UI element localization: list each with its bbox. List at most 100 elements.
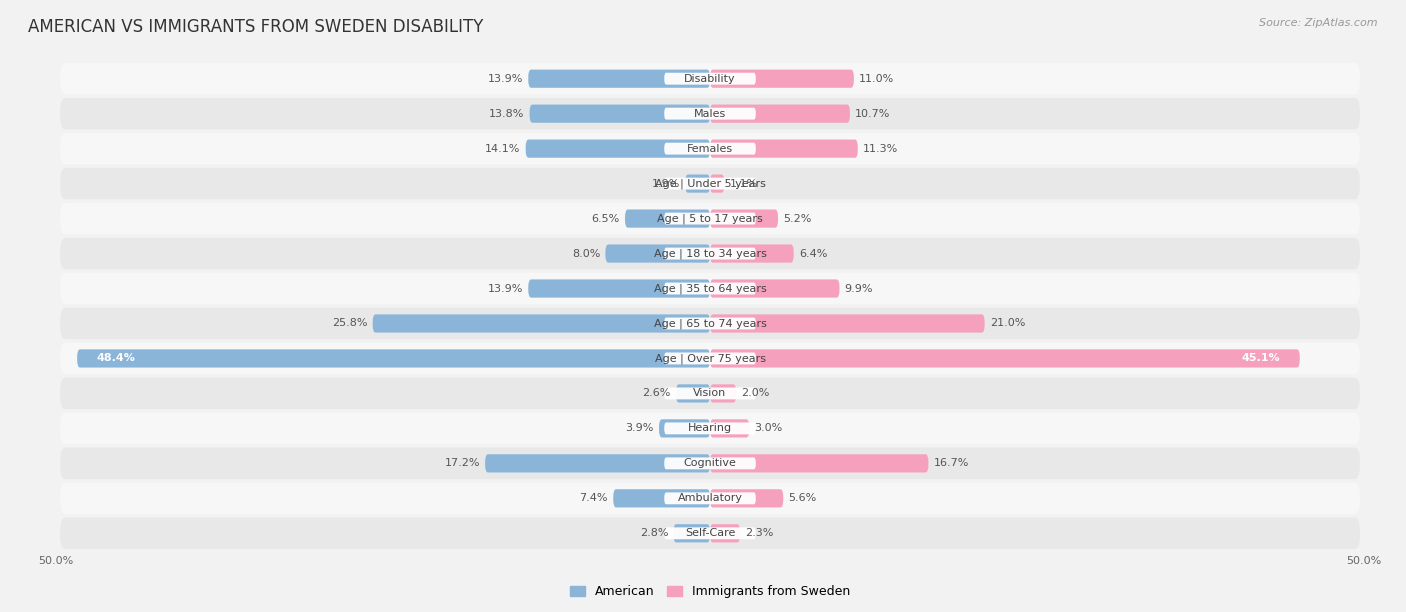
- FancyBboxPatch shape: [659, 419, 710, 438]
- Text: 1.9%: 1.9%: [651, 179, 681, 188]
- Text: Age | 65 to 74 years: Age | 65 to 74 years: [654, 318, 766, 329]
- Text: Age | Over 75 years: Age | Over 75 years: [655, 353, 765, 364]
- FancyBboxPatch shape: [60, 343, 1360, 374]
- FancyBboxPatch shape: [710, 454, 928, 472]
- FancyBboxPatch shape: [676, 384, 710, 403]
- FancyBboxPatch shape: [710, 280, 839, 297]
- FancyBboxPatch shape: [485, 454, 710, 472]
- Text: AMERICAN VS IMMIGRANTS FROM SWEDEN DISABILITY: AMERICAN VS IMMIGRANTS FROM SWEDEN DISAB…: [28, 18, 484, 36]
- FancyBboxPatch shape: [664, 283, 756, 294]
- FancyBboxPatch shape: [664, 177, 756, 190]
- Text: 5.2%: 5.2%: [783, 214, 811, 223]
- FancyBboxPatch shape: [710, 140, 858, 158]
- FancyBboxPatch shape: [664, 108, 756, 119]
- FancyBboxPatch shape: [685, 174, 710, 193]
- FancyBboxPatch shape: [664, 387, 756, 400]
- FancyBboxPatch shape: [710, 174, 724, 193]
- FancyBboxPatch shape: [60, 98, 1360, 129]
- Text: 13.8%: 13.8%: [489, 109, 524, 119]
- FancyBboxPatch shape: [60, 273, 1360, 304]
- Text: 11.0%: 11.0%: [859, 73, 894, 84]
- FancyBboxPatch shape: [526, 140, 710, 158]
- FancyBboxPatch shape: [664, 422, 756, 435]
- FancyBboxPatch shape: [664, 318, 756, 329]
- FancyBboxPatch shape: [60, 203, 1360, 234]
- FancyBboxPatch shape: [613, 489, 710, 507]
- FancyBboxPatch shape: [710, 489, 783, 507]
- Text: Age | 5 to 17 years: Age | 5 to 17 years: [657, 214, 763, 224]
- Text: 6.5%: 6.5%: [592, 214, 620, 223]
- FancyBboxPatch shape: [60, 133, 1360, 165]
- FancyBboxPatch shape: [60, 518, 1360, 549]
- FancyBboxPatch shape: [664, 528, 756, 539]
- FancyBboxPatch shape: [373, 315, 710, 332]
- FancyBboxPatch shape: [60, 308, 1360, 339]
- Text: 13.9%: 13.9%: [488, 283, 523, 294]
- FancyBboxPatch shape: [77, 349, 710, 368]
- FancyBboxPatch shape: [664, 353, 756, 364]
- FancyBboxPatch shape: [529, 70, 710, 88]
- FancyBboxPatch shape: [530, 105, 710, 123]
- FancyBboxPatch shape: [710, 384, 737, 403]
- FancyBboxPatch shape: [664, 248, 756, 259]
- Text: Males: Males: [695, 109, 725, 119]
- Text: 7.4%: 7.4%: [579, 493, 607, 503]
- FancyBboxPatch shape: [60, 238, 1360, 269]
- Text: 3.0%: 3.0%: [755, 424, 783, 433]
- Text: 45.1%: 45.1%: [1241, 354, 1279, 364]
- FancyBboxPatch shape: [626, 209, 710, 228]
- Text: Source: ZipAtlas.com: Source: ZipAtlas.com: [1260, 18, 1378, 28]
- Text: 2.3%: 2.3%: [745, 528, 773, 539]
- FancyBboxPatch shape: [60, 483, 1360, 514]
- Text: 10.7%: 10.7%: [855, 109, 890, 119]
- FancyBboxPatch shape: [60, 378, 1360, 409]
- FancyBboxPatch shape: [710, 244, 794, 263]
- FancyBboxPatch shape: [60, 447, 1360, 479]
- FancyBboxPatch shape: [710, 209, 778, 228]
- Text: 21.0%: 21.0%: [990, 318, 1025, 329]
- FancyBboxPatch shape: [664, 73, 756, 84]
- FancyBboxPatch shape: [664, 457, 756, 469]
- Text: 2.6%: 2.6%: [643, 389, 671, 398]
- Text: Age | Under 5 years: Age | Under 5 years: [655, 178, 765, 189]
- Text: 13.9%: 13.9%: [488, 73, 523, 84]
- Text: 17.2%: 17.2%: [444, 458, 479, 468]
- Text: 1.1%: 1.1%: [730, 179, 758, 188]
- FancyBboxPatch shape: [529, 280, 710, 297]
- Text: Females: Females: [688, 144, 733, 154]
- Text: 2.8%: 2.8%: [640, 528, 668, 539]
- FancyBboxPatch shape: [710, 524, 740, 542]
- FancyBboxPatch shape: [673, 524, 710, 542]
- Text: 6.4%: 6.4%: [799, 248, 827, 258]
- Text: 8.0%: 8.0%: [572, 248, 600, 258]
- Text: 9.9%: 9.9%: [845, 283, 873, 294]
- FancyBboxPatch shape: [664, 212, 756, 225]
- Text: 16.7%: 16.7%: [934, 458, 969, 468]
- Text: Vision: Vision: [693, 389, 727, 398]
- FancyBboxPatch shape: [710, 105, 851, 123]
- FancyBboxPatch shape: [664, 143, 756, 155]
- Text: Hearing: Hearing: [688, 424, 733, 433]
- Text: 25.8%: 25.8%: [332, 318, 367, 329]
- Text: 14.1%: 14.1%: [485, 144, 520, 154]
- Text: Age | 35 to 64 years: Age | 35 to 64 years: [654, 283, 766, 294]
- FancyBboxPatch shape: [60, 412, 1360, 444]
- FancyBboxPatch shape: [664, 493, 756, 504]
- FancyBboxPatch shape: [710, 70, 853, 88]
- Text: 11.3%: 11.3%: [863, 144, 898, 154]
- Text: Disability: Disability: [685, 73, 735, 84]
- Text: 5.6%: 5.6%: [789, 493, 817, 503]
- Text: Ambulatory: Ambulatory: [678, 493, 742, 503]
- Text: Cognitive: Cognitive: [683, 458, 737, 468]
- Text: 3.9%: 3.9%: [626, 424, 654, 433]
- Text: 48.4%: 48.4%: [97, 354, 135, 364]
- Text: Age | 18 to 34 years: Age | 18 to 34 years: [654, 248, 766, 259]
- Text: 2.0%: 2.0%: [741, 389, 770, 398]
- FancyBboxPatch shape: [60, 63, 1360, 94]
- FancyBboxPatch shape: [710, 349, 1299, 368]
- FancyBboxPatch shape: [710, 419, 749, 438]
- FancyBboxPatch shape: [60, 168, 1360, 200]
- FancyBboxPatch shape: [606, 244, 710, 263]
- FancyBboxPatch shape: [710, 315, 984, 332]
- Legend: American, Immigrants from Sweden: American, Immigrants from Sweden: [565, 580, 855, 603]
